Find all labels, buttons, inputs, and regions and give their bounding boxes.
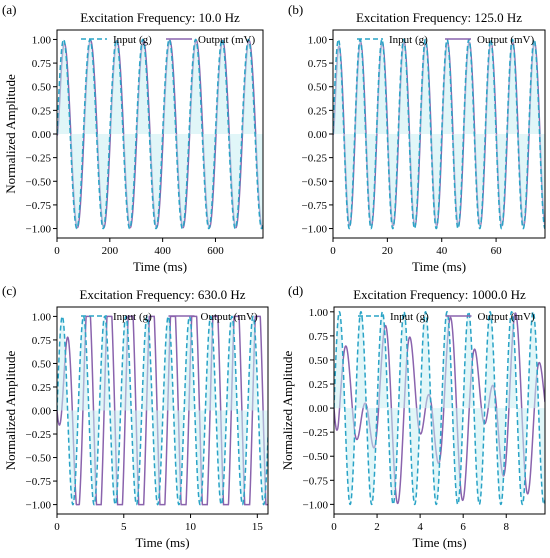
series-line-input	[57, 38, 263, 230]
y-tick-label: −0.75	[302, 200, 328, 212]
x-tick-label: 0	[331, 521, 337, 533]
input-fill	[333, 39, 545, 229]
y-tick-label: 0.50	[308, 82, 328, 94]
y-tick-label: −1.00	[26, 500, 52, 512]
panel-label: (c)	[2, 283, 16, 298]
x-tick-label: 0	[330, 245, 336, 257]
y-tick-label: 0.25	[32, 382, 52, 394]
series-line-input	[57, 315, 268, 506]
x-tick-label: 2	[374, 521, 380, 533]
y-tick-label: 1.00	[309, 307, 329, 319]
input-fill	[334, 311, 545, 505]
y-tick-label: 0.75	[308, 58, 328, 70]
y-axis-label: Normalized Amplitude	[280, 351, 295, 471]
y-tick-label: 0.75	[309, 331, 329, 343]
chart-title: Excitation Frequency: 10.0 Hz	[80, 10, 240, 25]
series-line-input	[333, 38, 545, 230]
x-tick-label: 40	[436, 245, 448, 257]
y-tick-label: −0.25	[302, 153, 328, 165]
y-tick-label: 0.75	[32, 335, 52, 347]
y-tick-label: 0.00	[32, 406, 52, 418]
input-fill	[57, 316, 268, 505]
chart-panel-b: (b) Excitation Frequency: 125.0 Hz −1.00 −0…	[288, 2, 546, 274]
y-tick-label: 0.25	[309, 379, 329, 391]
plot-area	[57, 315, 268, 506]
y-tick-label: 1.00	[32, 311, 52, 323]
chart-panel-c: (c) Excitation Frequency: 630.0 Hz −1.00 −0…	[2, 283, 269, 550]
y-tick-label: 0.50	[32, 82, 52, 94]
y-tick-label: 1.00	[32, 34, 52, 46]
y-tick-label: 0.25	[308, 105, 328, 117]
chart-title: Excitation Frequency: 125.0 Hz	[356, 10, 522, 25]
y-tick-label: 0.25	[32, 105, 52, 117]
x-tick-label: 10	[185, 521, 197, 533]
x-tick-label: 8	[503, 521, 509, 533]
legend-label-output: Output (mV)	[477, 34, 534, 46]
chart-panel-a: (a) Excitation Frequency: 10.0 Hz −1.00 −0.…	[2, 2, 264, 274]
x-axis-label: Time (ms)	[133, 259, 187, 274]
input-fill	[57, 39, 263, 229]
panel-label: (d)	[288, 283, 303, 298]
axes-frame	[333, 306, 546, 515]
y-tick-label: −0.75	[26, 200, 52, 212]
x-tick-label: 4	[417, 521, 423, 533]
legend-label-input: Input (g)	[389, 34, 428, 46]
y-tick-label: −0.25	[26, 429, 52, 441]
y-tick-label: −1.00	[26, 224, 52, 236]
x-tick-label: 200	[102, 245, 119, 257]
x-axis-label: Time (ms)	[412, 259, 466, 274]
chart-title: Excitation Frequency: 1000.0 Hz	[353, 287, 526, 302]
y-tick-label: −0.25	[303, 427, 329, 439]
x-tick-label: 6	[460, 521, 466, 533]
x-tick-label: 60	[491, 245, 503, 257]
x-tick-label: 20	[382, 245, 394, 257]
y-tick-label: 0.00	[308, 129, 328, 141]
plot-area	[333, 38, 545, 230]
y-tick-label: 0.50	[309, 355, 329, 367]
y-tick-label: 0.75	[32, 58, 52, 70]
legend-label-output: Output (mV)	[198, 34, 255, 46]
y-tick-label: −0.75	[26, 476, 52, 488]
y-tick-label: −1.00	[303, 499, 329, 511]
y-tick-label: −0.50	[26, 176, 52, 188]
legend-label-input: Input (g)	[390, 311, 429, 323]
chart-title: Excitation Frequency: 630.0 Hz	[79, 287, 245, 302]
x-axis-label: Time (ms)	[135, 535, 189, 550]
y-tick-label: 0.00	[309, 403, 329, 415]
x-tick-label: 600	[207, 245, 224, 257]
y-tick-label: −0.75	[303, 475, 329, 487]
series-line-input	[334, 310, 545, 506]
y-tick-label: 0.50	[32, 358, 52, 370]
y-tick-label: −0.25	[26, 153, 52, 165]
legend-label-input: Input (g)	[113, 311, 152, 323]
x-tick-label: 400	[154, 245, 171, 257]
legend-label-output: Output (mV)	[478, 311, 535, 323]
panel-label: (b)	[288, 2, 303, 17]
y-tick-label: −0.50	[302, 176, 328, 188]
panel-label: (a)	[2, 2, 16, 17]
y-axis-label: Normalized Amplitude	[3, 74, 18, 194]
x-tick-label: 0	[54, 245, 60, 257]
y-tick-label: −0.50	[26, 453, 52, 465]
legend-label-output: Output (mV)	[201, 311, 258, 323]
legend-label-input: Input (g)	[113, 34, 152, 46]
y-axis-label: Normalized Amplitude	[3, 351, 18, 471]
y-tick-label: −1.00	[302, 224, 328, 236]
x-tick-label: 5	[121, 521, 127, 533]
x-tick-label: 0	[54, 521, 60, 533]
y-tick-label: −0.50	[303, 451, 329, 463]
plot-area	[334, 310, 545, 506]
x-tick-label: 15	[252, 521, 264, 533]
x-axis-label: Time (ms)	[412, 535, 466, 550]
plot-area	[57, 38, 263, 230]
y-tick-label: 1.00	[308, 34, 328, 46]
chart-panel-d: (d) Excitation Frequency: 1000.0 Hz −1.00 −…	[280, 283, 546, 550]
y-tick-label: 0.00	[32, 129, 52, 141]
